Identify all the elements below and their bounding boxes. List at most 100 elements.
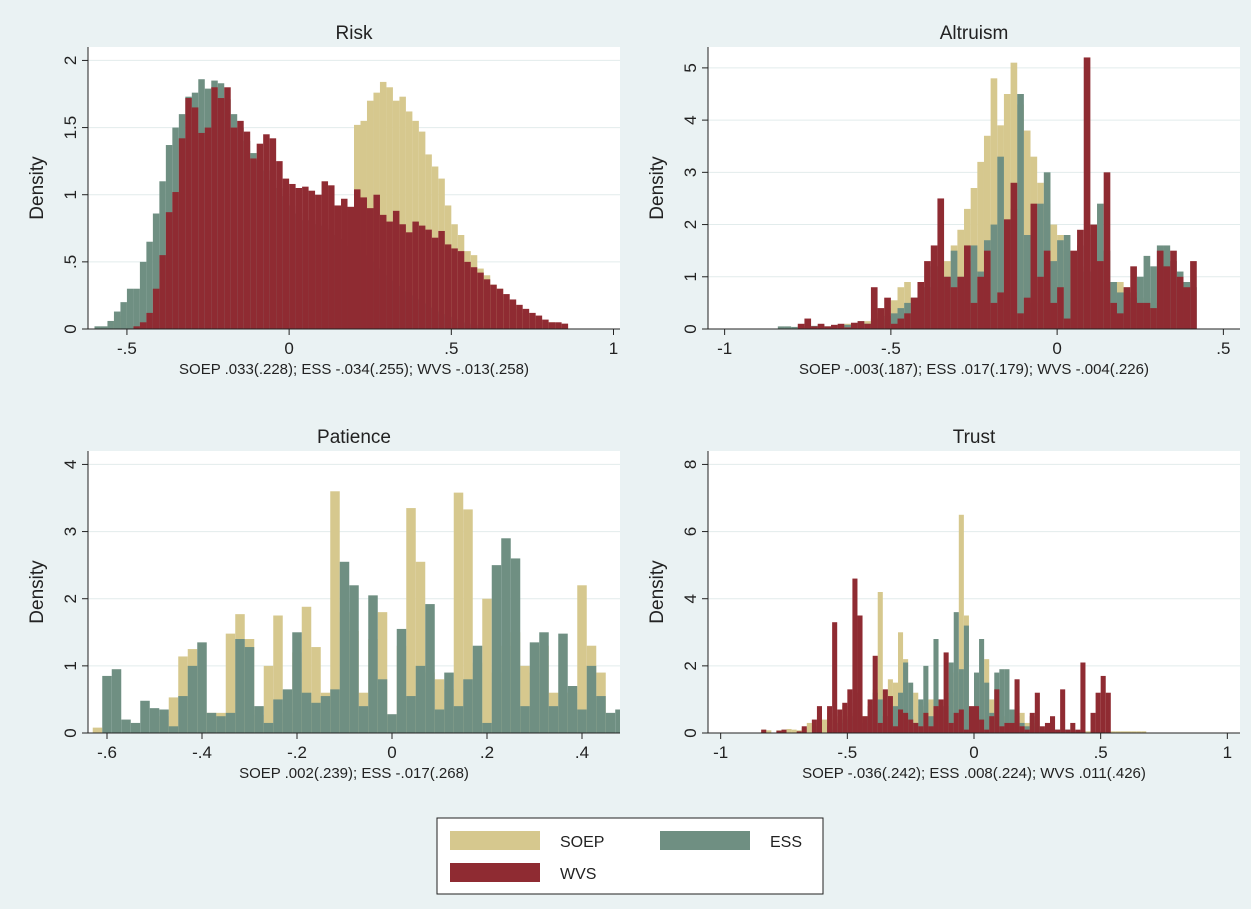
trust-bar-wvs bbox=[999, 726, 1005, 733]
risk-x-tick-label: 1 bbox=[609, 339, 618, 358]
trust-bar-ess bbox=[908, 682, 914, 733]
patience-bar-ess bbox=[225, 712, 236, 733]
risk-bar-wvs bbox=[217, 98, 225, 330]
patience-bar-soep bbox=[273, 615, 283, 733]
altruism-bar-wvs bbox=[964, 245, 971, 329]
risk-ylabel: Density bbox=[27, 156, 48, 220]
patience-bar-ess bbox=[520, 706, 530, 733]
trust-x-tick-label: 1 bbox=[1223, 743, 1232, 762]
altruism-bar-wvs bbox=[970, 302, 978, 329]
patience-bar-soep bbox=[577, 585, 587, 733]
trust-bar-wvs bbox=[984, 729, 990, 733]
risk-bar-wvs bbox=[263, 134, 270, 329]
trust-bar-wvs bbox=[1070, 722, 1076, 733]
altruism-ylabel: Density bbox=[647, 156, 668, 220]
patience-bar-ess bbox=[273, 699, 283, 733]
altruism-bar-wvs bbox=[1110, 302, 1117, 329]
patience-bar-ess bbox=[235, 639, 245, 733]
risk-bar-wvs bbox=[224, 87, 231, 330]
risk-bar-wvs bbox=[457, 251, 465, 329]
trust-bar-wvs bbox=[898, 709, 904, 733]
patience-title: Patience bbox=[317, 427, 391, 448]
risk-title: Risk bbox=[336, 23, 373, 44]
trust-bar-wvs bbox=[1060, 689, 1066, 733]
patience-bar-soep bbox=[301, 606, 312, 733]
altruism-y-tick-label: 4 bbox=[681, 115, 700, 124]
altruism-bar-ess bbox=[1057, 240, 1064, 329]
patience-x-tick-label: -.6 bbox=[97, 743, 117, 762]
altruism-bar-wvs bbox=[1043, 250, 1051, 329]
altruism-bar-wvs bbox=[797, 323, 805, 329]
trust-bar-wvs bbox=[908, 719, 914, 733]
risk-bar-wvs bbox=[386, 221, 393, 329]
altruism-bar-wvs bbox=[1150, 308, 1157, 329]
patience-bar-ess bbox=[102, 675, 112, 733]
altruism-bar-ess bbox=[1017, 94, 1024, 329]
altruism-bar-ess bbox=[990, 224, 998, 329]
risk-bar-wvs bbox=[230, 127, 238, 329]
trust-bar-wvs bbox=[1100, 675, 1106, 733]
risk-bar-wvs bbox=[438, 230, 445, 329]
risk-bar-wvs bbox=[133, 326, 140, 329]
risk-bar-wvs bbox=[470, 267, 478, 329]
altruism-bar-wvs bbox=[1170, 250, 1177, 329]
patience-bar-soep bbox=[520, 665, 530, 733]
trust-bar-soep bbox=[1126, 731, 1132, 733]
altruism-xlabel: SOEP -.003(.187); ESS .017(.179); WVS -.… bbox=[799, 361, 1149, 378]
patience-bar-ess bbox=[159, 709, 169, 733]
trust-y-tick-label: 8 bbox=[681, 460, 700, 469]
patience-bar-ess bbox=[111, 669, 122, 733]
patience-bar-ess bbox=[197, 642, 207, 733]
trust-bar-ess bbox=[953, 612, 959, 733]
legend-label-wvs: WVS bbox=[560, 866, 596, 883]
trust-bar-wvs bbox=[958, 709, 964, 733]
trust-bar-soep bbox=[806, 722, 812, 733]
patience-bar-ess bbox=[168, 726, 179, 733]
risk-bar-wvs bbox=[243, 131, 251, 329]
risk-y-tick-label: 0 bbox=[61, 324, 80, 333]
risk-bar-wvs bbox=[444, 244, 452, 329]
altruism-x-tick-label: -.5 bbox=[881, 339, 901, 358]
trust-bar-wvs bbox=[1080, 662, 1086, 733]
patience-bar-soep bbox=[330, 491, 340, 733]
risk-bar-wvs bbox=[555, 322, 562, 329]
patience-bar-ess bbox=[301, 692, 312, 733]
patience-xlabel: SOEP .002(.239); ESS -.017(.268) bbox=[239, 765, 469, 782]
trust-bar-wvs bbox=[796, 731, 802, 733]
trust-bar-wvs bbox=[968, 706, 974, 733]
risk-bar-wvs bbox=[399, 224, 406, 329]
risk-bar-wvs bbox=[256, 143, 264, 329]
trust-y-tick-label: 0 bbox=[681, 728, 700, 737]
trust-y-tick-label: 2 bbox=[681, 661, 700, 670]
patience-bar-ess bbox=[368, 595, 378, 733]
altruism-bar-wvs bbox=[850, 322, 858, 329]
patience-bar-ess bbox=[491, 565, 502, 733]
patience-x-tick-label: .2 bbox=[480, 743, 494, 762]
altruism-bar-ess bbox=[784, 326, 792, 329]
trust-x-tick-label: -1 bbox=[713, 743, 728, 762]
risk-bar-wvs bbox=[269, 138, 277, 329]
patience-bar-ess bbox=[539, 632, 549, 733]
risk-bar-wvs bbox=[366, 208, 374, 329]
trust-bar-ess bbox=[1024, 726, 1030, 733]
risk-bar-wvs bbox=[418, 225, 426, 329]
altruism-bar-wvs bbox=[957, 276, 965, 329]
risk-bar-ess bbox=[94, 326, 101, 329]
patience-bar-ess bbox=[358, 706, 369, 733]
trust-bar-wvs bbox=[994, 689, 1000, 733]
risk-bar-wvs bbox=[542, 319, 549, 329]
altruism-y-tick-label: 5 bbox=[681, 63, 700, 72]
trust-bar-wvs bbox=[892, 726, 898, 733]
altruism-bar-wvs bbox=[1037, 276, 1044, 329]
altruism-bar-wvs bbox=[1123, 287, 1131, 329]
altruism-bar-wvs bbox=[1003, 219, 1011, 329]
patience-bar-ess bbox=[187, 665, 198, 733]
risk-bar-ess bbox=[139, 261, 147, 329]
altruism-title: Altruism bbox=[940, 23, 1009, 44]
risk-bar-wvs bbox=[522, 308, 530, 329]
altruism-bar-wvs bbox=[910, 297, 918, 329]
risk-bar-soep bbox=[386, 87, 393, 330]
risk-bar-wvs bbox=[302, 186, 309, 329]
trust-bar-wvs bbox=[938, 699, 944, 733]
patience-bar-ess bbox=[501, 538, 511, 733]
